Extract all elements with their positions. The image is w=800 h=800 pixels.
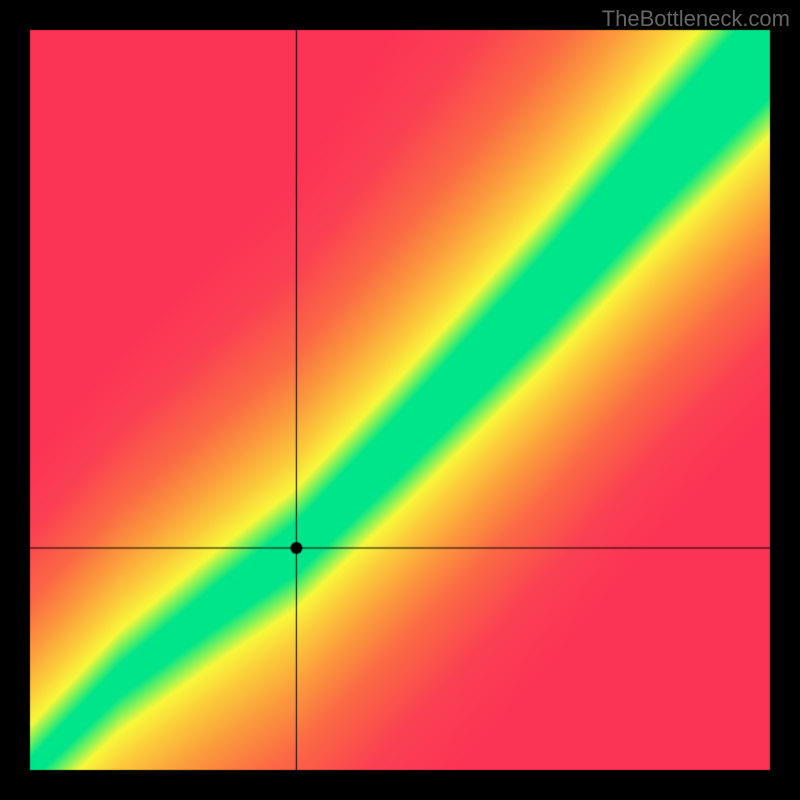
watermark-text: TheBottleneck.com [602, 6, 790, 32]
heatmap-canvas [0, 0, 800, 800]
chart-container: TheBottleneck.com [0, 0, 800, 800]
